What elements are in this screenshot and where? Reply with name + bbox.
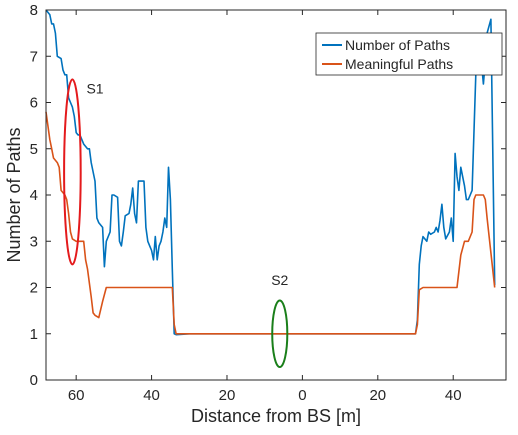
x-tick-label: 40 (445, 387, 462, 404)
y-tick-label: 3 (30, 233, 38, 250)
series-line-number-of-paths (45, 9, 496, 336)
legend-box (315, 32, 503, 76)
x-tick-label: 40 (143, 387, 160, 404)
annotation-label-s2: S2 (271, 272, 288, 288)
x-tick-label: 0 (298, 387, 306, 404)
annotation-ellipse-s2 (271, 299, 289, 369)
legend-label-meaningful-paths: Meaningful Paths (345, 56, 453, 72)
y-tick-label: 5 (30, 141, 38, 158)
y-axis-label: Number of Paths (4, 127, 24, 262)
series-line-meaningful-paths (45, 111, 496, 335)
y-tick-label: 8 (30, 2, 38, 19)
legend-label-number-of-paths: Number of Paths (345, 37, 450, 53)
legend: Number of Paths Meaningful Paths (315, 32, 503, 76)
y-tick-label: 6 (30, 95, 38, 112)
y-tick-label: 2 (30, 280, 38, 297)
y-tick-label: 7 (30, 48, 38, 65)
y-tick-label: 4 (30, 187, 38, 204)
y-axis: 0 1 2 3 4 5 6 7 8 (30, 2, 506, 389)
series-layer (45, 9, 496, 336)
x-axis-label: Distance from BS [m] (191, 406, 361, 426)
x-tick-label: 20 (219, 387, 236, 404)
x-tick-label: 20 (369, 387, 386, 404)
y-tick-label: 1 (30, 326, 38, 343)
x-tick-label: 60 (68, 387, 85, 404)
x-axis: 60 40 20 0 20 40 (68, 10, 462, 404)
annotation-label-s1: S1 (86, 80, 103, 96)
y-tick-label: 0 (30, 372, 38, 389)
annotation-layer: S1 S2 (63, 78, 289, 369)
annotation-ellipse-s1 (63, 78, 82, 266)
